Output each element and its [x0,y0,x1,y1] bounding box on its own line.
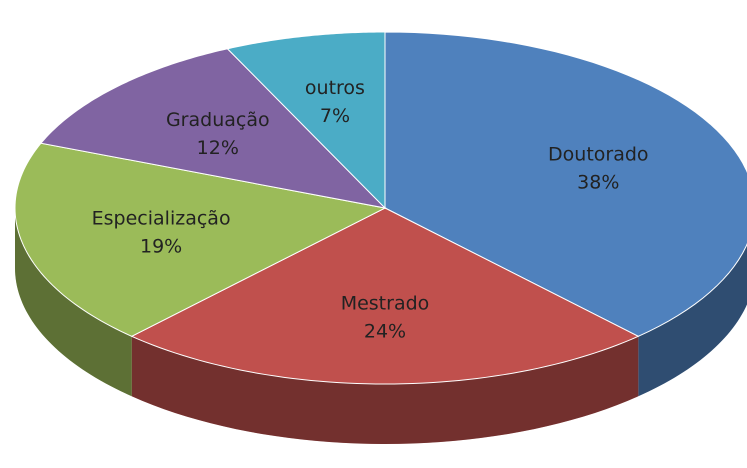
slice-side-shade [131,336,639,444]
slice-side [638,244,747,397]
slice-label: Graduação [166,109,270,131]
slice-side [15,208,132,397]
slice-label: Mestrado [341,293,430,315]
slice [40,48,387,209]
slice [130,207,640,385]
slice-value-label: 7% [320,105,350,127]
slice-value-label: 19% [140,235,182,257]
slice-value-label: 24% [364,321,406,343]
slice [226,31,386,210]
slice-label: Doutorado [548,143,649,165]
slice-side [131,336,639,444]
slice-side-shade [638,244,747,397]
slice-value-label: 38% [577,171,619,193]
slice-side-shade [15,208,132,397]
slice [384,31,747,337]
slice-value-label: 12% [197,137,239,159]
slice [14,142,387,337]
slice-label: outros [305,77,365,99]
slice-label: Especialização [92,207,231,229]
